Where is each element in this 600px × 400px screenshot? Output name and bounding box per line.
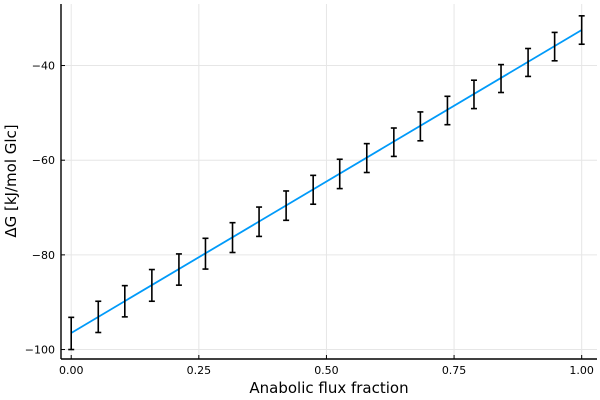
error-bar <box>121 284 128 318</box>
x-tick-label: 0.75 <box>442 364 467 377</box>
x-tick-label: 1.00 <box>569 364 594 377</box>
y-tick-label: −80 <box>32 249 55 262</box>
axes <box>60 4 597 360</box>
error-bar <box>551 31 558 62</box>
tick-labels: 0.00 0.25 0.50 0.75 1.00 −100 −80 −60 −40 <box>25 60 594 377</box>
error-bar <box>498 63 505 94</box>
error-bar <box>525 47 532 78</box>
error-bar <box>175 253 182 286</box>
y-tick-label: −100 <box>25 344 55 357</box>
y-tick-label: −60 <box>32 154 55 167</box>
error-bar <box>363 142 370 174</box>
error-bar <box>336 158 343 190</box>
error-bar <box>256 206 263 238</box>
error-bar <box>202 237 209 270</box>
error-bar <box>229 221 236 254</box>
error-bar <box>310 174 317 206</box>
y-axis-label: ΔG [kJ/mol Glc] <box>2 124 20 237</box>
error-bar <box>390 127 397 158</box>
error-bar <box>417 111 424 142</box>
error-bar <box>444 95 451 126</box>
grid <box>61 4 597 359</box>
series-line <box>70 29 583 334</box>
error-bar <box>578 15 585 46</box>
error-bars <box>68 15 585 351</box>
x-axis-label: Anabolic flux fraction <box>249 379 408 397</box>
error-bar <box>95 300 102 334</box>
error-bar <box>68 316 75 351</box>
y-tick-label: −40 <box>32 60 55 73</box>
error-bar <box>148 268 155 303</box>
x-tick-label: 0.50 <box>314 364 339 377</box>
error-bar <box>283 190 290 222</box>
x-tick-label: 0.00 <box>59 364 84 377</box>
error-bar <box>470 79 477 110</box>
x-tick-label: 0.25 <box>187 364 212 377</box>
series <box>70 29 583 334</box>
